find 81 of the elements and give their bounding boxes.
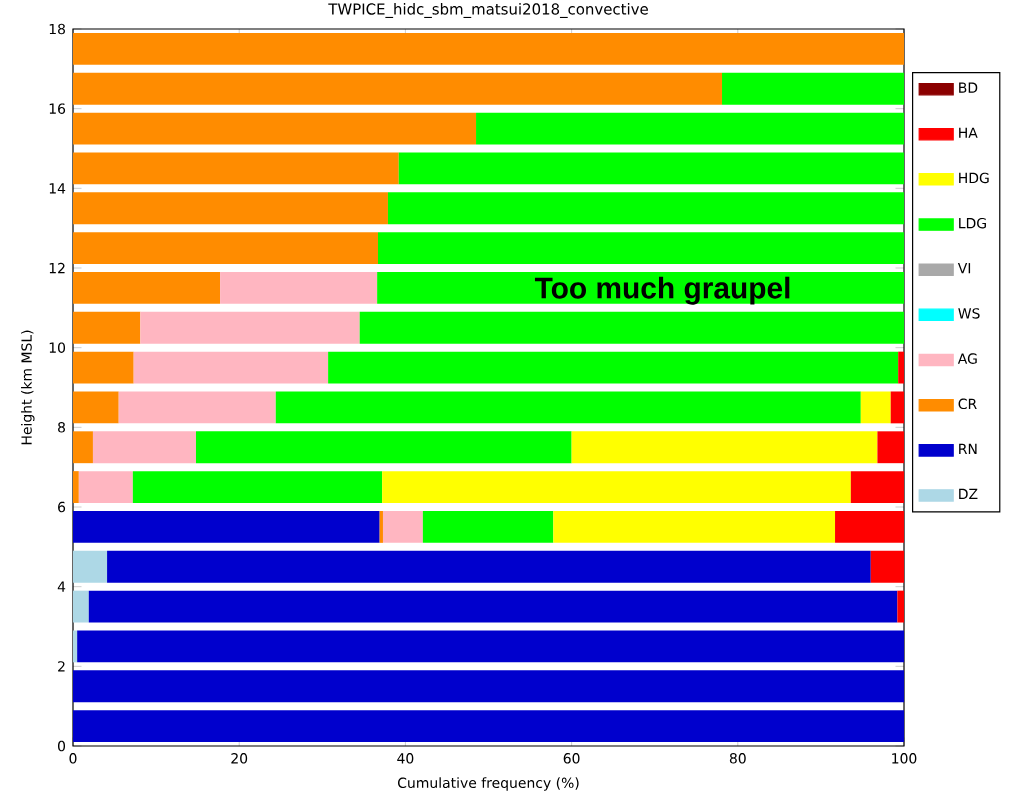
bar <box>382 471 851 504</box>
bar <box>73 431 93 464</box>
bar <box>897 590 905 623</box>
annotation: Too much graupel <box>534 276 790 305</box>
legend-label: DZ <box>959 488 978 499</box>
bar <box>870 550 905 583</box>
legend-label: AG <box>957 353 977 364</box>
bar <box>73 152 399 185</box>
x-tick-label: 60 <box>563 753 580 764</box>
bar <box>73 471 79 504</box>
bar <box>328 351 899 384</box>
legend-label: RN <box>959 443 977 454</box>
bar <box>382 510 423 543</box>
y-tick-label: 14 <box>49 183 66 194</box>
bar <box>88 590 898 623</box>
bar <box>118 391 276 424</box>
y-tick-label: 16 <box>49 103 66 114</box>
bar <box>107 550 871 583</box>
bar <box>132 471 383 504</box>
y-tick-label: 12 <box>49 262 65 274</box>
x-tick-label: 80 <box>729 753 746 764</box>
bar <box>890 391 905 424</box>
bar <box>73 311 141 344</box>
y-axis-title: Height (km MSL) <box>21 330 35 445</box>
bar <box>220 271 378 304</box>
bar <box>571 431 878 464</box>
bar <box>73 630 78 663</box>
bar <box>195 431 572 464</box>
bar <box>898 351 905 384</box>
bar <box>422 510 554 543</box>
bar <box>877 431 905 464</box>
bar <box>359 311 905 344</box>
legend-label: WS <box>958 308 980 319</box>
bar <box>73 112 477 145</box>
bar <box>860 391 891 424</box>
bar <box>835 510 905 543</box>
bar <box>73 550 108 583</box>
x-tick-label: 40 <box>397 753 414 764</box>
legend-label: VI <box>957 263 971 274</box>
bar <box>73 391 119 424</box>
legend-label: LDG <box>959 217 986 229</box>
chart-title: TWPICE_hidc_sbm_matsui2018_convective <box>328 3 648 18</box>
bar <box>73 710 905 743</box>
bar <box>73 510 380 543</box>
bar <box>275 391 861 424</box>
bar <box>78 471 133 504</box>
y-tick-label: 2 <box>58 661 65 672</box>
y-tick-label: 0 <box>57 740 66 752</box>
bar <box>379 510 383 543</box>
legend-label: BD <box>959 82 978 93</box>
y-tick-label: 10 <box>49 342 66 353</box>
bar <box>73 590 89 623</box>
legend-label: HDG <box>959 172 989 184</box>
y-tick-label: 8 <box>58 422 65 433</box>
legend-label: HA <box>959 127 978 138</box>
bar <box>73 232 378 265</box>
bar <box>377 232 905 265</box>
legend-label: CR <box>958 398 977 410</box>
y-tick-label: 6 <box>58 501 66 513</box>
bar <box>133 351 329 384</box>
bar <box>73 72 723 105</box>
y-tick-label: 4 <box>57 581 66 592</box>
bar <box>73 351 134 384</box>
bar <box>850 471 905 504</box>
bar <box>476 112 905 145</box>
bar <box>73 670 905 703</box>
bar <box>398 152 905 185</box>
y-tick-label: 18 <box>49 23 65 35</box>
x-tick-label: 100 <box>892 753 917 764</box>
x-tick-label: 0 <box>69 753 77 764</box>
bar <box>73 271 221 304</box>
x-axis-title: Cumulative frequency (%) <box>398 777 579 791</box>
bar <box>140 311 360 344</box>
bar <box>553 510 836 543</box>
bar <box>73 32 905 65</box>
bar <box>92 431 196 464</box>
bar <box>77 630 905 663</box>
bar <box>73 192 388 225</box>
x-tick-label: 20 <box>231 753 248 764</box>
bar <box>722 72 905 105</box>
bar <box>387 192 905 225</box>
